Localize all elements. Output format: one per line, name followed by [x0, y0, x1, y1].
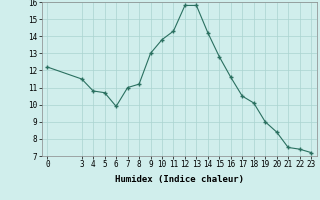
X-axis label: Humidex (Indice chaleur): Humidex (Indice chaleur): [115, 175, 244, 184]
